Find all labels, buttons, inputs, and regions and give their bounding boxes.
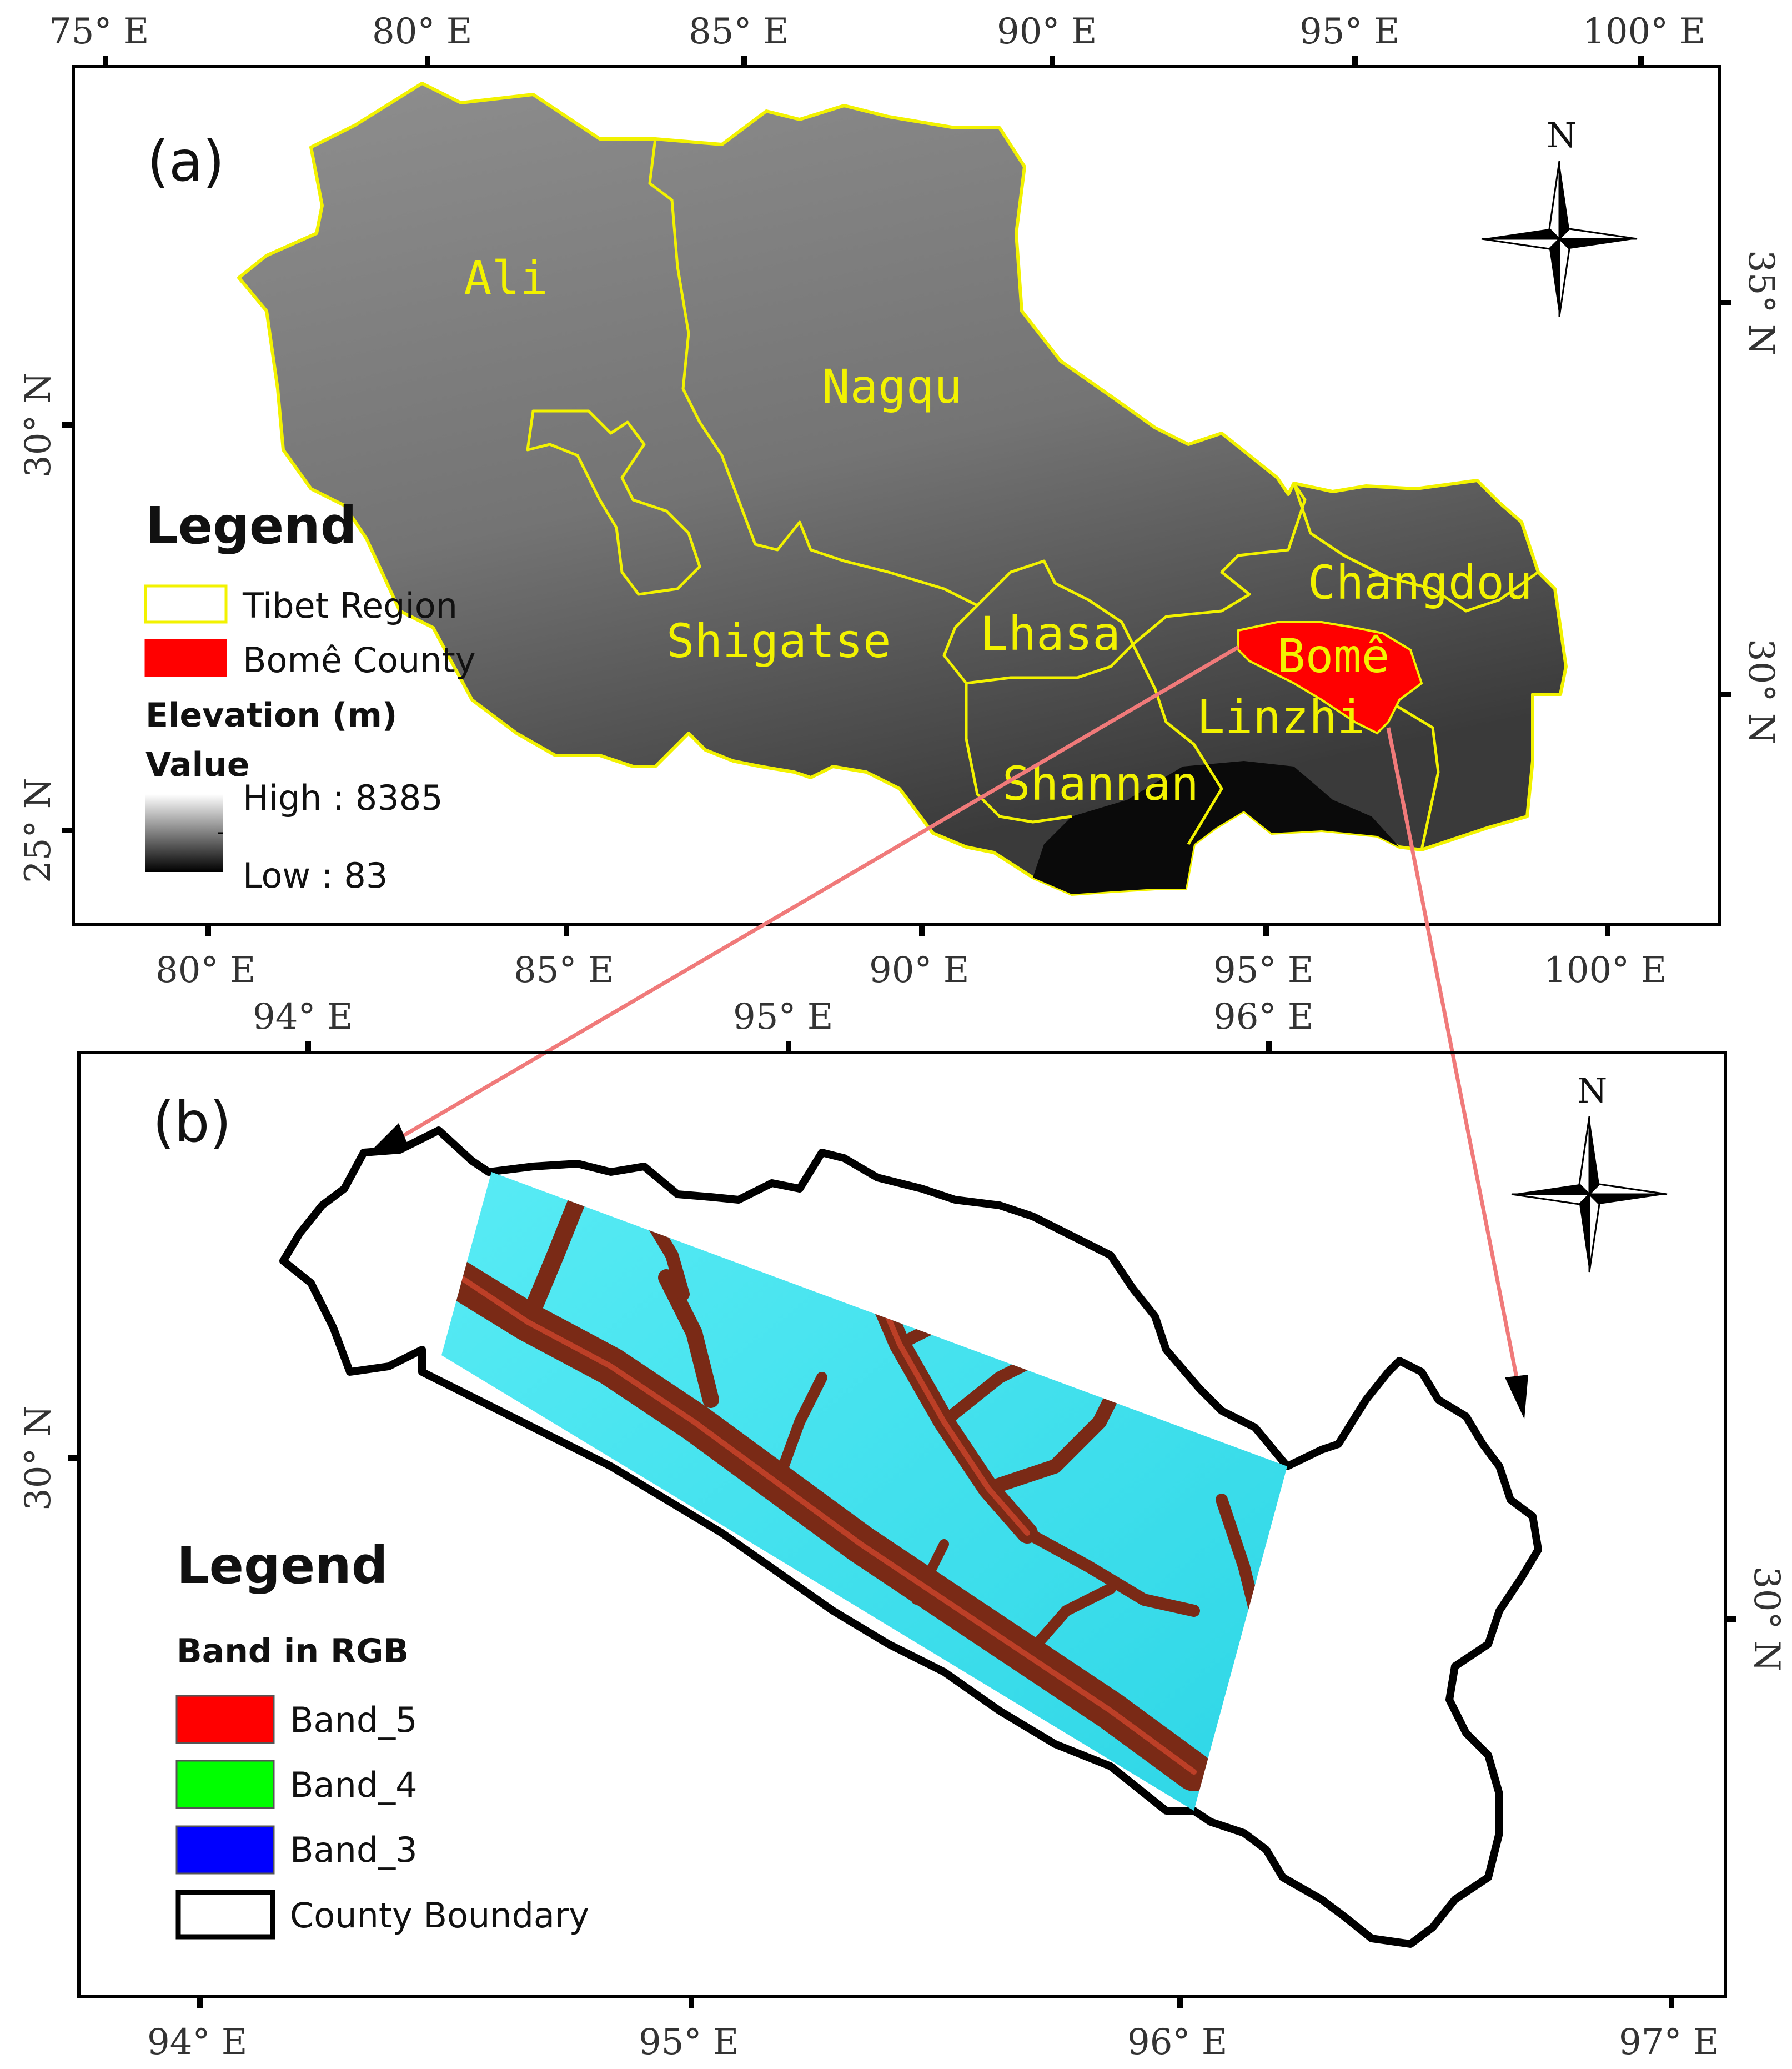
- tick-label: 100° E: [1544, 950, 1666, 991]
- legend-label-band-3: Band_3: [290, 1830, 418, 1870]
- region-label-shigatse: Shigatse: [666, 614, 891, 668]
- tick-label: 35° N: [1740, 250, 1781, 355]
- panel-b-top-ticks: 94° E 95° E 96° E: [253, 996, 1314, 1053]
- connector-arrow-right: [1386, 727, 1521, 1389]
- region-labels: Ali Nagqu Changdou Shigatse Lhasa Bomê L…: [464, 251, 1533, 811]
- legend-label-band-5: Band_5: [290, 1700, 418, 1740]
- tick-label: 90° E: [869, 950, 970, 991]
- legend-value-label: Value: [145, 745, 250, 784]
- legend-swatch-tibet-region: [144, 584, 228, 624]
- legend-label-bome-county: Bomê County: [243, 640, 476, 680]
- tibet-dem: [237, 82, 1568, 896]
- panel-a-top-ticks: 75° E 80° E 85° E 90° E 95° E 100° E: [49, 11, 1705, 67]
- legend-swatch-band-5: [175, 1695, 275, 1744]
- north-arrow-b: N: [1511, 1070, 1668, 1273]
- legend-b: Legend Band in RGB Band_5 Band_4 Band_3 …: [175, 1536, 589, 1940]
- legend-label-band-4: Band_4: [290, 1765, 418, 1805]
- tick-label: 25° N: [18, 778, 59, 883]
- legend-title: Legend: [145, 496, 357, 555]
- north-arrow-a: N: [1481, 115, 1638, 317]
- tick-label: 96° E: [1213, 996, 1314, 1038]
- prefecture-boundaries: [526, 138, 1539, 850]
- tick-label: 94° E: [253, 996, 353, 1038]
- tick-label: 85° E: [514, 950, 614, 991]
- legend-swatch-bome-county: [144, 639, 227, 677]
- panel-b: 94° E 95° E 96° E 94° E 95° E 96° E 97° …: [18, 996, 1787, 2063]
- panel-a: 75° E 80° E 85° E 90° E 95° E 100° E 80°…: [18, 11, 1781, 991]
- panel-a-left-ticks: 30° N 25° N: [18, 372, 73, 883]
- region-label-changdou: Changdou: [1308, 555, 1533, 610]
- north-letter: N: [1547, 115, 1577, 156]
- panel-b-bottom-ticks: 94° E 95° E 96° E 97° E: [147, 1997, 1719, 2063]
- tick-label: 30° N: [18, 1405, 59, 1511]
- tick-label: 85° E: [689, 11, 789, 52]
- tick-label: 95° E: [639, 2022, 739, 2063]
- region-label-linzhi: Linzhi: [1197, 690, 1365, 744]
- connector-arrow-left: [388, 645, 1239, 1146]
- legend-swatch-band-4: [175, 1760, 275, 1809]
- region-label-ali: Ali: [464, 251, 548, 305]
- bome-county-shape: [1237, 621, 1423, 735]
- lowland-area: [1033, 761, 1399, 894]
- legend-swatch-band-3: [175, 1825, 275, 1875]
- tick-label: 30° N: [1746, 1566, 1787, 1672]
- panel-a-right-ticks: 35° N 30° N: [1720, 250, 1781, 744]
- legend-elevation-title: Elevation (m): [145, 696, 397, 735]
- panel-b-tag: (b): [153, 1090, 232, 1155]
- region-label-bome: Bomê: [1277, 629, 1389, 683]
- tick-label: 30° N: [18, 372, 59, 478]
- panel-a-tag: (a): [147, 129, 224, 194]
- tick-label: 30° N: [1740, 639, 1781, 744]
- tick-label: 96° E: [1127, 2022, 1228, 2063]
- tick-label: 90° E: [997, 11, 1097, 52]
- legend-elevation-low: Low : 83: [243, 855, 388, 896]
- region-label-shannan: Shannan: [1002, 757, 1199, 811]
- tick-label: 95° E: [733, 996, 834, 1038]
- tick-label: 80° E: [155, 950, 256, 991]
- tick-label: 95° E: [1213, 950, 1314, 991]
- legend-title: Legend: [177, 1536, 388, 1595]
- north-letter: N: [1577, 1070, 1607, 1111]
- tick-label: 95° E: [1299, 11, 1400, 52]
- legend-label-tibet-region: Tibet Region: [242, 585, 458, 626]
- region-label-lhasa: Lhasa: [980, 607, 1121, 661]
- legend-a: Legend Tibet Region Bomê County Elevatio…: [144, 496, 476, 896]
- region-label-nagqu: Nagqu: [822, 359, 962, 414]
- legend-elevation-high: High : 8385: [243, 778, 443, 818]
- legend-label-county-boundary: County Boundary: [290, 1895, 589, 1936]
- tick-label: 80° E: [372, 11, 473, 52]
- panel-b-side-ticks: 30° N 30° N: [18, 1405, 1787, 1672]
- tick-label: 75° E: [49, 11, 149, 52]
- panel-b-frame: [77, 1051, 1727, 1998]
- elevation-color-ramp: [145, 794, 223, 872]
- legend-swatch-county-boundary: [175, 1890, 275, 1940]
- tick-label: 94° E: [147, 2022, 248, 2063]
- legend-subtitle: Band in RGB: [177, 1632, 409, 1671]
- tick-label: 97° E: [1619, 2022, 1719, 2063]
- panel-a-bottom-ticks: 80° E 85° E 90° E 95° E 100° E: [155, 925, 1666, 991]
- tick-label: 100° E: [1583, 11, 1705, 52]
